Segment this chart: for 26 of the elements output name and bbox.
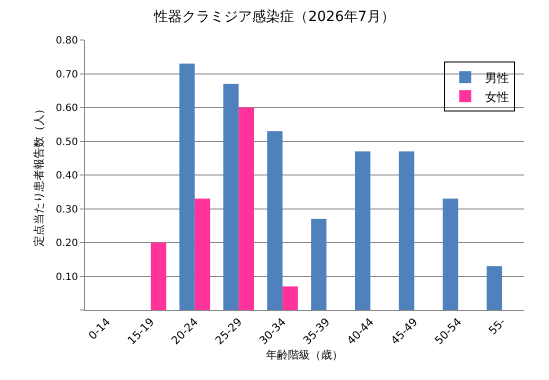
y-tick-label: 0.40	[56, 170, 78, 182]
bar	[194, 198, 210, 310]
y-tick-label: 0.20	[56, 238, 78, 249]
x-tick-label: 55-	[486, 316, 508, 338]
bar	[486, 266, 502, 310]
y-tick-label: 0.30	[56, 204, 78, 216]
y-tick-label: 0.10	[56, 272, 78, 283]
bar	[311, 218, 326, 310]
bar	[282, 286, 298, 310]
bar	[150, 242, 166, 310]
bar	[238, 108, 254, 310]
bar	[354, 151, 370, 310]
bar	[179, 64, 195, 310]
y-axis-title: 定点当たり患者報告数（人）	[32, 104, 46, 246]
legend-label: 女性	[485, 90, 510, 104]
y-tick-label: 0.80	[56, 36, 78, 46]
bar	[267, 131, 283, 310]
y-tick-label: 0.50	[56, 136, 78, 148]
bar	[223, 84, 239, 310]
chart-title: 性器クラミジア感染症（2026年7月）	[153, 9, 395, 26]
bar	[442, 198, 458, 310]
bar	[398, 151, 414, 310]
y-tick-label: 0.60	[56, 103, 78, 114]
x-axis-title: 年齢階級（歳）	[266, 348, 343, 362]
y-tick-label: 0.70	[56, 69, 78, 80]
legend-label: 男性	[485, 70, 510, 85]
